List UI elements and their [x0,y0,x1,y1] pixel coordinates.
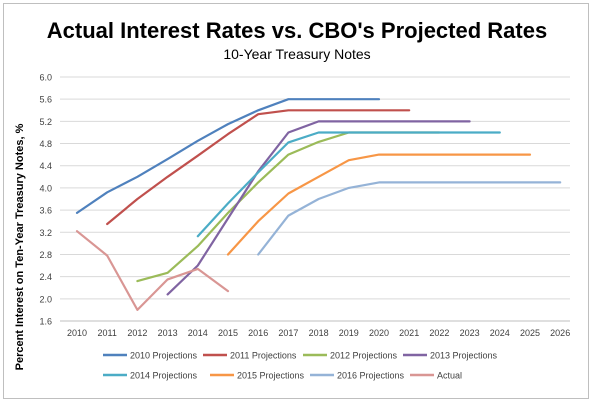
legend-label: 2015 Projections [237,371,305,381]
x-tick-label: 2013 [158,328,178,338]
y-tick-label: 2.4 [39,272,52,282]
legend-label: 2014 Projections [130,371,198,381]
series-line-1 [75,98,381,214]
legend-label: Actual [437,371,462,381]
x-tick-label: 2011 [98,328,117,338]
x-tick-label: 2015 [218,328,238,338]
y-tick-label: 4.8 [39,139,52,149]
series-line-2 [106,109,411,226]
y-tick-label: 1.6 [39,317,52,327]
x-tick-label: 2025 [520,328,540,338]
series-line-6 [226,153,532,256]
legend-label: 2013 Projections [430,351,498,361]
chart-title: Actual Interest Rates vs. CBO's Projecte… [46,18,548,43]
y-axis-label: Percent Interest on Ten-Year Treasury No… [14,123,26,370]
x-tick-label: 2014 [188,328,208,338]
legend: 2010 Projections 2011 Projections 2012 Pro… [103,351,498,381]
x-tick-label: 2010 [67,328,87,338]
x-tick-label: 2023 [460,328,480,338]
x-tick-label: 2012 [127,328,147,338]
y-tick-label: 4.0 [39,183,52,193]
series-line-4 [166,120,471,296]
y-tick-label: 5.2 [39,117,52,127]
y-tick-label: 2.8 [39,250,52,260]
x-axis-tick-labels: 2010 2011 2012 2013 2014 2015 2016 2017 2018 2019… [67,328,570,338]
x-tick-label: 2020 [369,328,389,338]
legend-label: 2016 Projections [337,371,405,381]
x-tick-label: 2016 [248,328,268,338]
y-axis-tick-labels: 1.6 2.0 2.4 2.8 3.2 3.6 4.0 4.4 4.8 5.2 5.6 6.0 [39,73,52,327]
legend-label: 2012 Projections [330,351,398,361]
x-tick-label: 2018 [309,328,329,338]
y-tick-label: 5.6 [39,95,52,105]
x-tick-label: 2017 [278,328,298,338]
x-tick-label: 2024 [490,328,510,338]
series-line-8 [75,230,230,311]
series-line-5 [196,131,501,238]
series-lines [75,98,562,311]
chart-frame [3,3,589,399]
legend-label: 2011 Projections [230,351,297,361]
series-line-7 [257,181,562,256]
x-tick-label: 2022 [429,328,449,338]
y-tick-label: 6.0 [39,73,52,83]
x-tick-label: 2026 [550,328,570,338]
chart-subtitle: 10-Year Treasury Notes [223,46,371,62]
x-tick-label: 2021 [399,328,419,338]
y-tick-label: 3.6 [39,206,52,216]
x-tick-label: 2019 [339,328,359,338]
y-tick-label: 4.4 [39,161,52,171]
legend-label: 2010 Projections [130,351,198,361]
y-tick-label: 2.0 [39,294,52,304]
y-tick-label: 3.2 [39,228,52,238]
